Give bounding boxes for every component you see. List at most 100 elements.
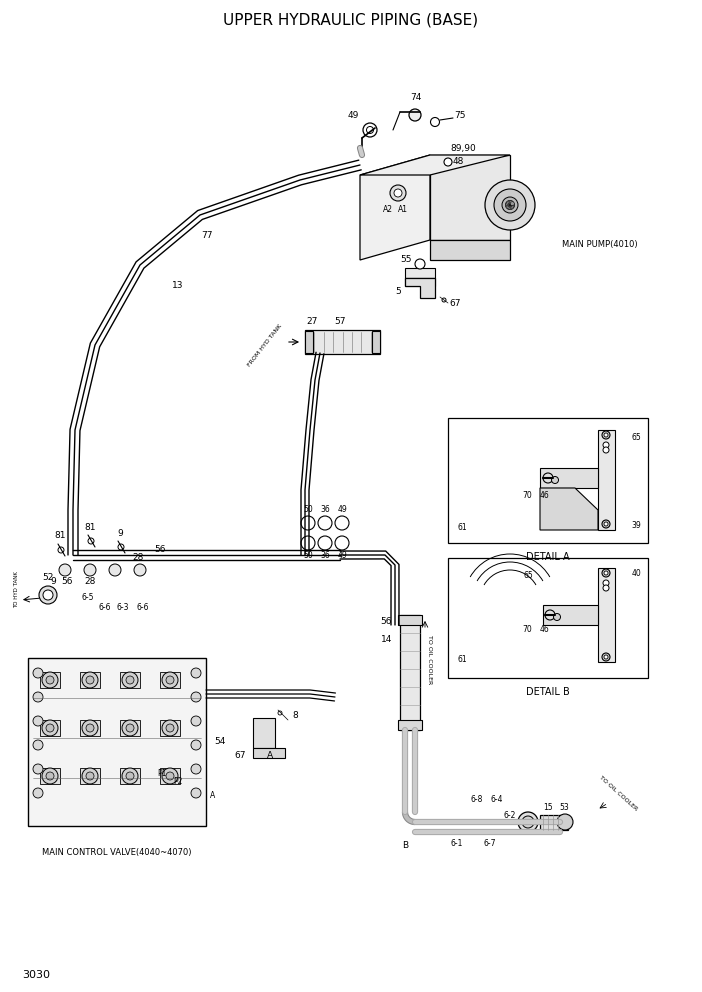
Circle shape <box>42 672 58 688</box>
Circle shape <box>430 117 439 127</box>
Circle shape <box>43 590 53 600</box>
Text: 6-3: 6-3 <box>117 602 129 611</box>
Polygon shape <box>430 240 510 260</box>
Circle shape <box>545 610 555 620</box>
Circle shape <box>191 668 201 678</box>
Text: DETAIL B: DETAIL B <box>526 687 570 697</box>
Text: 53: 53 <box>559 804 569 812</box>
Text: FROM HYD TANK: FROM HYD TANK <box>247 322 283 367</box>
Circle shape <box>505 201 510 205</box>
Text: 36: 36 <box>320 551 330 559</box>
Bar <box>448 418 648 543</box>
Circle shape <box>59 564 71 576</box>
Circle shape <box>602 653 610 661</box>
Circle shape <box>494 189 526 221</box>
Text: 6-5: 6-5 <box>81 593 94 602</box>
Text: 70: 70 <box>522 626 532 635</box>
Text: B: B <box>402 840 408 849</box>
Text: 70: 70 <box>522 490 532 500</box>
Circle shape <box>318 516 332 530</box>
Text: TO HYD TANK: TO HYD TANK <box>15 571 20 608</box>
Circle shape <box>86 772 94 780</box>
Circle shape <box>505 203 509 207</box>
Circle shape <box>510 204 515 208</box>
Polygon shape <box>253 748 285 758</box>
Bar <box>372 331 380 353</box>
Bar <box>40 720 60 736</box>
Text: 65: 65 <box>523 570 533 579</box>
Circle shape <box>510 203 515 207</box>
Circle shape <box>33 740 43 750</box>
Text: 6-7: 6-7 <box>484 838 496 847</box>
Polygon shape <box>598 568 615 662</box>
Text: 67: 67 <box>234 751 246 760</box>
Circle shape <box>122 768 138 784</box>
Text: 89,90: 89,90 <box>450 144 476 153</box>
Text: 28: 28 <box>132 553 144 561</box>
Circle shape <box>278 711 282 715</box>
Text: 61: 61 <box>457 656 467 665</box>
Circle shape <box>86 724 94 732</box>
Circle shape <box>166 724 174 732</box>
Polygon shape <box>598 430 615 530</box>
Text: MAIN PUMP(4010): MAIN PUMP(4010) <box>562 240 637 250</box>
Circle shape <box>162 768 178 784</box>
Bar <box>400 615 420 730</box>
Text: 46: 46 <box>539 626 549 635</box>
Bar <box>160 720 180 736</box>
Text: 49: 49 <box>337 506 347 515</box>
Polygon shape <box>360 155 510 175</box>
Circle shape <box>518 812 538 832</box>
Text: 54: 54 <box>214 737 225 747</box>
Circle shape <box>604 522 608 526</box>
Circle shape <box>603 447 609 453</box>
Bar <box>160 672 180 688</box>
Circle shape <box>552 476 559 483</box>
Circle shape <box>33 668 43 678</box>
Circle shape <box>510 205 513 209</box>
Text: 27: 27 <box>306 317 318 326</box>
Text: 74: 74 <box>410 93 422 102</box>
Text: 56: 56 <box>380 617 392 627</box>
Circle shape <box>507 205 510 209</box>
Circle shape <box>191 692 201 702</box>
Circle shape <box>33 788 43 798</box>
Circle shape <box>58 547 64 553</box>
Polygon shape <box>543 605 598 625</box>
Circle shape <box>88 538 94 544</box>
Text: 8: 8 <box>292 710 298 719</box>
Text: A: A <box>267 751 273 760</box>
Text: 6-6: 6-6 <box>137 602 150 611</box>
Circle shape <box>604 571 608 575</box>
Polygon shape <box>540 488 598 530</box>
Bar <box>40 672 60 688</box>
Bar <box>40 768 60 784</box>
Circle shape <box>46 724 54 732</box>
Bar <box>305 330 380 354</box>
Circle shape <box>134 564 146 576</box>
Circle shape <box>46 772 54 780</box>
Circle shape <box>557 814 573 830</box>
Text: 50: 50 <box>303 551 313 559</box>
Bar <box>80 720 100 736</box>
Circle shape <box>126 724 134 732</box>
Bar <box>398 615 422 625</box>
Text: TO OIL COOLER: TO OIL COOLER <box>598 775 638 811</box>
Circle shape <box>363 123 377 137</box>
Circle shape <box>602 569 610 577</box>
Circle shape <box>191 764 201 774</box>
Text: 81: 81 <box>54 532 66 541</box>
Text: 52: 52 <box>42 573 53 582</box>
Circle shape <box>553 613 560 621</box>
Circle shape <box>510 201 515 205</box>
Text: 5: 5 <box>395 288 401 297</box>
Circle shape <box>191 716 201 726</box>
Circle shape <box>191 740 201 750</box>
Circle shape <box>118 544 124 550</box>
Bar <box>28 658 206 826</box>
Text: 77: 77 <box>201 230 213 239</box>
Circle shape <box>162 672 178 688</box>
Text: 46: 46 <box>539 490 549 500</box>
Text: 9: 9 <box>117 529 123 538</box>
Circle shape <box>444 158 452 166</box>
